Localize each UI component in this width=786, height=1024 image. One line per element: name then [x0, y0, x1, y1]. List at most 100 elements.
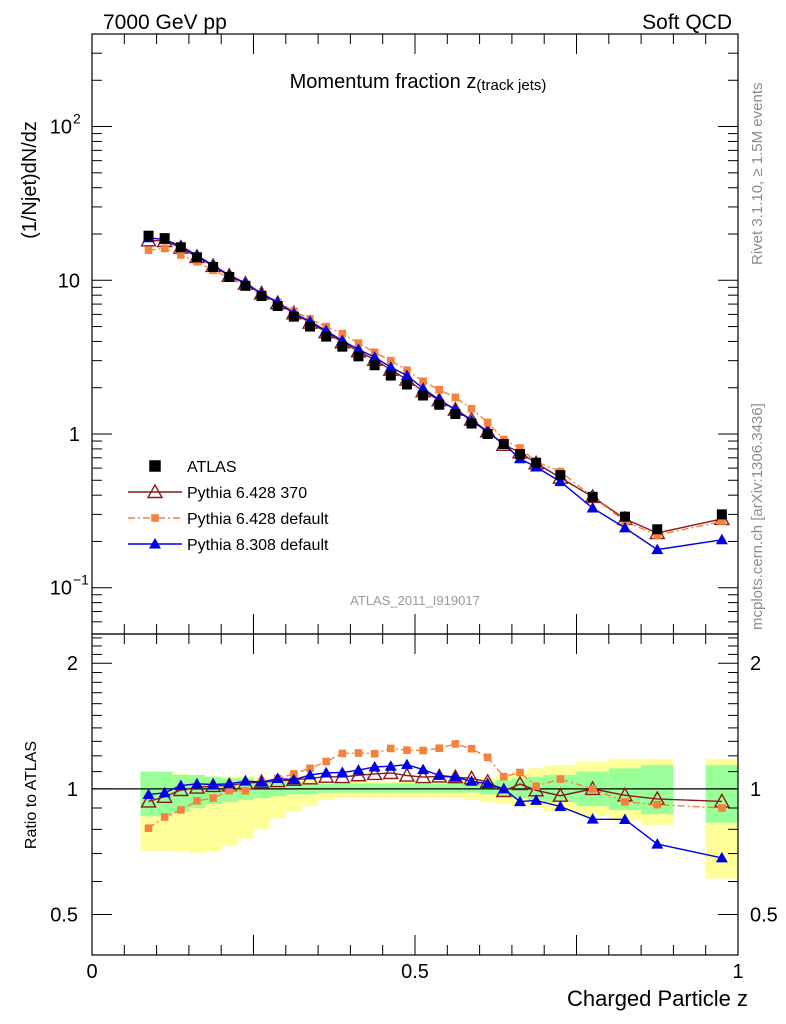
ratio-y-axis-title: Ratio to ATLAS — [23, 741, 40, 849]
ratio-tick-label-left-0: 0.5 — [50, 905, 78, 927]
point-main-0-3 — [191, 252, 202, 263]
green-band-19 — [447, 783, 464, 793]
point-main-2-21 — [483, 418, 492, 427]
point-ratio-3-0 — [142, 788, 155, 800]
point-ratio-1-14 — [366, 765, 383, 781]
ratio-y-ticks: 0.5 0.5 1 1 2 2 — [50, 637, 778, 956]
point-main-0-8 — [272, 301, 283, 312]
point-ratio-2-4 — [209, 794, 217, 802]
point-ratio-2-15 — [386, 744, 395, 753]
legend-entry-3: Pythia 8.308 default — [128, 537, 329, 554]
point-main-0-20 — [466, 418, 477, 429]
legend-marker-2 — [151, 514, 159, 522]
point-ratio-1-15 — [382, 764, 399, 780]
point-ratio-3-1 — [158, 786, 171, 798]
point-ratio-3-2 — [174, 779, 187, 791]
green-band-15 — [382, 783, 399, 793]
plot-title-sub: (track jets) — [476, 77, 546, 94]
legend-marker-0 — [149, 460, 161, 472]
point-ratio-2-22 — [500, 772, 508, 781]
point-main-2-23 — [516, 444, 524, 452]
point-main-0-17 — [418, 390, 429, 401]
green-band-2 — [172, 774, 189, 813]
point-ratio-3-3 — [190, 777, 203, 789]
point-ratio-3-29 — [715, 851, 728, 863]
ratio-tick-label-right-0: 0.5 — [750, 905, 778, 927]
point-main-0-19 — [450, 408, 461, 419]
point-ratio-2-17 — [419, 746, 427, 755]
point-ratio-3-17 — [417, 763, 430, 775]
point-ratio-2-11 — [322, 757, 330, 766]
point-main-2-20 — [467, 404, 476, 413]
green-band-12 — [334, 783, 351, 793]
y-tick-label-exp-0: −1 — [73, 572, 89, 588]
legend-entry-2: Pythia 6.428 default — [128, 511, 329, 528]
point-main-3-15 — [384, 361, 397, 372]
point-ratio-3-27 — [618, 813, 631, 824]
point-ratio-1-23 — [511, 775, 529, 791]
point-ratio-1-0 — [140, 792, 157, 808]
point-main-2-18 — [435, 385, 444, 394]
point-main-0-15 — [385, 370, 396, 381]
point-ratio-3-6 — [239, 775, 252, 786]
y-tick-label-2: 10 — [58, 270, 80, 292]
point-main-3-16 — [400, 369, 413, 381]
series-main-0 — [143, 230, 727, 535]
x-tick-label-1: 0.5 — [401, 961, 429, 983]
rivet-label: Rivet 3.1.10, ≥ 1.5M events — [749, 83, 766, 266]
point-main-3-14 — [368, 351, 381, 362]
plot-title: Momentum fraction z(track jets) — [290, 71, 547, 94]
series-line-ratio-2 — [148, 743, 722, 829]
point-ratio-3-16 — [400, 758, 413, 770]
plot-title-main: Momentum fraction z — [290, 71, 477, 93]
point-ratio-3-25 — [554, 800, 567, 812]
green-band-16 — [398, 783, 415, 793]
legend: ATLAS Pythia 6.428 370 Pythia 6.428 defaul… — [128, 459, 329, 554]
point-ratio-2-27 — [621, 798, 629, 806]
point-ratio-2-14 — [370, 749, 379, 758]
point-ratio-3-20 — [465, 775, 478, 786]
point-main-0-21 — [482, 429, 493, 439]
point-ratio-2-10 — [306, 764, 314, 773]
point-ratio-2-23 — [516, 768, 524, 777]
legend-label-1: Pythia 6.428 370 — [187, 485, 307, 502]
point-ratio-1-16 — [398, 767, 416, 782]
x-tick-label-0: 0 — [86, 961, 97, 983]
point-ratio-3-28 — [651, 838, 664, 849]
point-ratio-2-1 — [160, 813, 169, 821]
x-ticks: 0 0.5 1 — [86, 34, 744, 983]
point-main-2-17 — [419, 377, 427, 386]
point-ratio-2-24 — [532, 782, 540, 790]
ratio-tick-label-left-2: 2 — [67, 653, 78, 675]
ratio-tick-label-right-1: 1 — [750, 779, 761, 801]
ratio-plot: 0 0.5 10.5 0.51 12 2 — [50, 34, 778, 983]
point-main-3-25 — [554, 475, 567, 487]
point-main-0-11 — [321, 331, 332, 342]
point-main-3-13 — [352, 343, 365, 354]
point-main-0-23 — [514, 449, 525, 460]
point-main-0-18 — [434, 399, 445, 410]
legend-entry-0: ATLAS — [149, 459, 237, 476]
point-main-0-27 — [619, 511, 630, 522]
header-left: 7000 GeV pp — [103, 11, 227, 34]
legend-entry-1: Pythia 6.428 370 — [128, 483, 307, 502]
ratio-tick-label-right-2: 2 — [750, 653, 761, 675]
y-tick-label-1: 1 — [69, 424, 80, 446]
green-band-18 — [431, 783, 448, 793]
point-ratio-2-21 — [483, 753, 492, 762]
point-ratio-3-14 — [368, 760, 381, 772]
point-ratio-3-11 — [320, 766, 333, 778]
point-main-0-13 — [353, 351, 364, 362]
point-ratio-2-25 — [556, 775, 565, 783]
point-ratio-2-12 — [338, 749, 347, 758]
point-ratio-2-3 — [193, 797, 201, 805]
point-ratio-3-26 — [586, 813, 599, 824]
x-axis-title: Charged Particle z — [567, 986, 748, 1011]
ratio-tick-label-left-1: 1 — [67, 779, 78, 801]
y-tick-label-exp-3: 2 — [73, 111, 81, 127]
point-ratio-2-18 — [435, 744, 444, 753]
point-main-0-12 — [337, 341, 348, 352]
point-ratio-3-10 — [304, 768, 317, 780]
header-right: Soft QCD — [642, 11, 732, 34]
point-main-0-28 — [652, 524, 663, 535]
